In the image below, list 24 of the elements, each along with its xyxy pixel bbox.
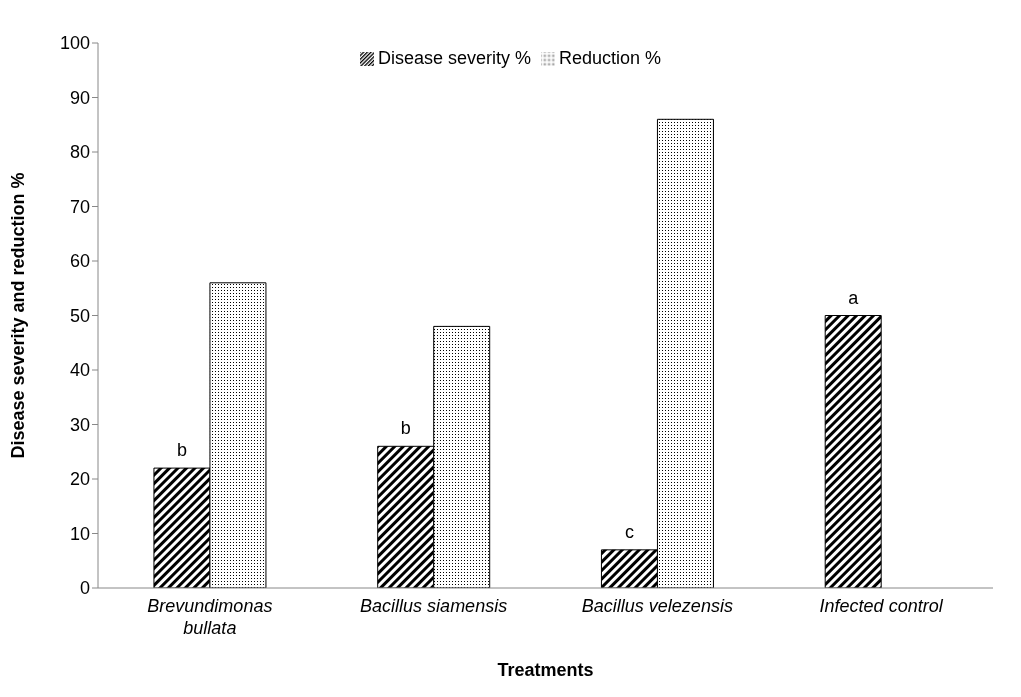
bar (824, 315, 882, 588)
x-tick-label: Bacillus siamensis (360, 596, 508, 616)
legend-label: Disease severity % (377, 48, 531, 68)
annotation: a (848, 287, 860, 308)
y-tick-label: 80 (69, 142, 90, 163)
y-tick-label: 40 (69, 360, 90, 381)
x-axis-title: Treatments (497, 660, 594, 680)
y-tick-label: 10 (69, 523, 90, 544)
y-tick-label: 100 (59, 33, 90, 54)
annotation: c (624, 521, 634, 542)
annotation: b (176, 440, 187, 461)
annotation: b (400, 418, 411, 439)
y-tick-label: 20 (69, 469, 90, 490)
y-tick-label: 50 (69, 305, 90, 326)
legend-label: Reduction % (559, 48, 662, 68)
y-tick-label: 60 (69, 251, 90, 272)
x-tick-label: Infected control (819, 596, 944, 616)
x-tick-label: Brevundimonas bullata (147, 596, 273, 638)
y-tick-label: 70 (69, 196, 90, 217)
x-tick-label: Bacillus velezensis (581, 596, 733, 616)
y-tick-label: 0 (79, 578, 90, 599)
y-axis-title: Disease severity and reduction % (8, 172, 29, 459)
y-tick-label: 90 (69, 87, 90, 108)
y-tick-label: 30 (69, 414, 90, 435)
